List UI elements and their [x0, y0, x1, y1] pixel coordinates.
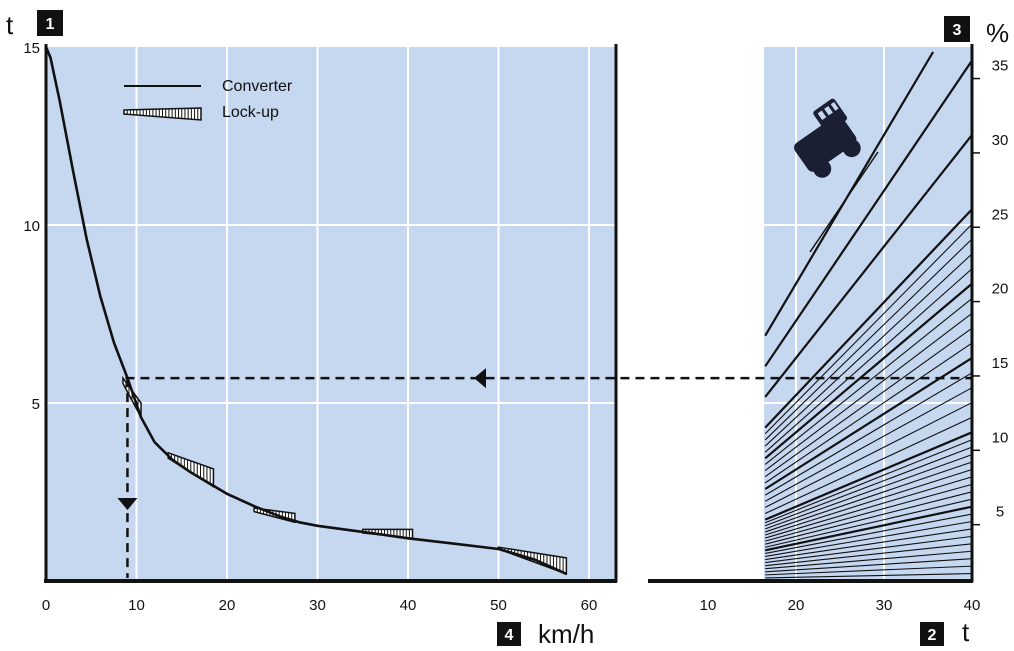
grade-line [764, 282, 973, 460]
badge-3-label: 3 [953, 22, 962, 39]
legend: Converter Lock-up [123, 78, 293, 121]
grade-lines [764, 51, 973, 579]
y-tick-label: 10 [23, 218, 40, 235]
grade-line [765, 476, 973, 539]
left-y-tick-labels: 5 10 15 [23, 40, 40, 413]
grade-tick-label: 35 [992, 58, 1009, 75]
grade-line [765, 513, 973, 554]
left-x-tick-labels: 0 10 20 30 40 50 60 [42, 597, 598, 614]
grade-line [764, 505, 973, 552]
left-grid [46, 47, 615, 581]
grade-tick-label: 15 [992, 355, 1009, 372]
grade-line [764, 134, 973, 398]
right-x-tick-labels: 10 20 30 40 [700, 597, 981, 614]
grade-line [764, 372, 973, 496]
grade-tick-label: 25 [992, 206, 1009, 223]
grade-line [765, 520, 973, 558]
grade-tick-label: 5 [996, 504, 1004, 521]
badge-3 [944, 16, 970, 42]
grade-line [765, 461, 973, 533]
grade-line [765, 565, 973, 576]
x-tick-label: 50 [490, 597, 507, 614]
grade-line [764, 387, 973, 502]
arrow-left-icon [474, 368, 486, 389]
legend-lockup-swatch [123, 107, 202, 121]
grade-line [765, 468, 973, 536]
grade-line [764, 59, 973, 367]
left-plot-area [46, 47, 615, 581]
grade-line [764, 268, 973, 453]
grade-tick-label: 30 [992, 132, 1009, 149]
grade-line [764, 253, 973, 447]
x-tick-label: 20 [219, 597, 236, 614]
grade-line [765, 528, 973, 561]
badge-2 [920, 622, 944, 646]
grade-line [765, 543, 973, 567]
grade-line [765, 483, 973, 542]
x-tick-label: 40 [964, 597, 981, 614]
grade-line [764, 439, 973, 524]
grade-line [764, 223, 973, 435]
grade-line [764, 416, 973, 515]
x-tick-label: 30 [309, 597, 326, 614]
grade-line [765, 491, 973, 545]
truck-icon [794, 98, 861, 178]
grade-line [764, 208, 973, 429]
grade-line [765, 573, 973, 579]
grade-line [765, 535, 973, 564]
grade-line [764, 238, 973, 441]
right-y-unit: % [986, 18, 1009, 48]
grade-line [764, 431, 973, 521]
y-tick-label: 15 [23, 40, 40, 57]
grade-tick-labels: 5 10 15 20 25 30 35 [972, 58, 1009, 526]
truck-slope-line [809, 151, 879, 253]
x-tick-label: 60 [581, 597, 598, 614]
x-tick-label: 10 [700, 597, 717, 614]
x-tick-label: 0 [42, 597, 50, 614]
grade-line [764, 327, 973, 478]
badge-1 [37, 10, 63, 36]
left-x-unit: km/h [538, 619, 594, 649]
grade-line [764, 298, 973, 465]
grade-line [764, 402, 973, 508]
grade-line [764, 312, 973, 472]
x-tick-label: 10 [128, 597, 145, 614]
grade-tick-label: 20 [992, 281, 1009, 298]
legend-converter-label: Converter [222, 78, 293, 95]
grade-line [765, 446, 973, 527]
badge-4 [497, 622, 521, 646]
left-y-unit: t [6, 10, 14, 40]
right-x-unit: t [962, 617, 970, 647]
x-tick-label: 20 [788, 597, 805, 614]
grade-line [764, 342, 973, 484]
badge-1-label: 1 [46, 16, 55, 33]
grade-line [765, 558, 973, 573]
legend-lockup-label: Lock-up [222, 104, 279, 121]
grade-tick-label: 10 [992, 429, 1009, 446]
grade-line [765, 550, 973, 570]
arrow-down-icon [117, 498, 138, 510]
converter-curve [44, 46, 567, 576]
grade-line [765, 498, 973, 548]
x-tick-label: 30 [876, 597, 893, 614]
badge-2-label: 2 [928, 627, 937, 644]
grade-line [764, 357, 973, 490]
x-tick-label: 40 [400, 597, 417, 614]
grade-line [765, 454, 973, 530]
y-tick-label: 5 [32, 396, 40, 413]
badge-4-label: 4 [505, 627, 514, 644]
